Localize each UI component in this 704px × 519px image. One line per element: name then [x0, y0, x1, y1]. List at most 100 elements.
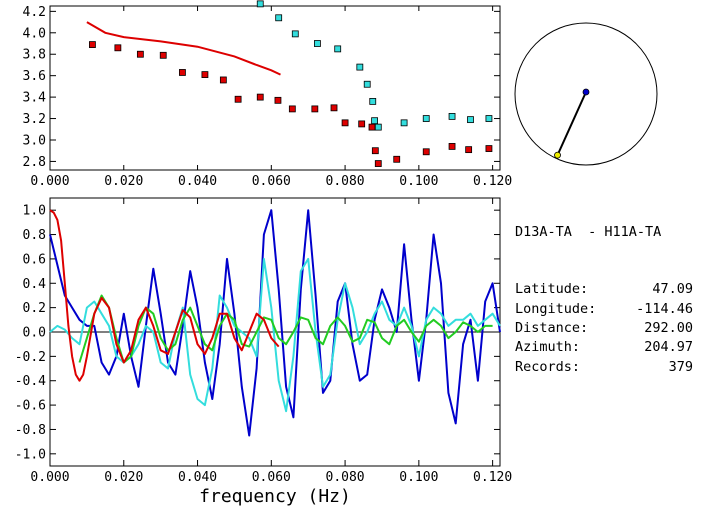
station-info-value: 47.09 — [652, 281, 693, 298]
cyan-point — [291, 30, 299, 38]
y-tick-label: -0.4 — [15, 374, 46, 389]
y-tick-label: 0.2 — [23, 301, 46, 316]
x-tick-label: 0.080 — [326, 470, 365, 485]
station-info-row: Latitude: 47.09 — [515, 280, 693, 299]
y-tick-label: 3.2 — [23, 112, 46, 127]
station-info: D13A-TA - H11A-TA Latitude: 47.09 Longitud… — [515, 184, 693, 396]
dispersion-frame — [49, 5, 501, 171]
y-tick-label: 0.0 — [23, 326, 46, 341]
y-tick-label: 3.8 — [23, 48, 46, 63]
x-tick-label: 0.080 — [326, 174, 365, 189]
station-info-label: Records: — [515, 358, 581, 375]
red-point — [159, 51, 167, 59]
y-tick-label: 0.6 — [23, 252, 46, 267]
x-tick-label: 0.040 — [178, 470, 217, 485]
station-info-label: Azimuth: — [515, 339, 581, 356]
red-point — [311, 105, 319, 113]
red-point — [330, 104, 338, 112]
cyan-series-line — [49, 257, 501, 413]
y-tick-label: -1.0 — [15, 447, 46, 462]
x-tick-label: 0.000 — [30, 470, 69, 485]
station-info-value: 292.00 — [644, 320, 693, 337]
station-center-dot — [582, 88, 590, 96]
coherency-ticks: 0.000 0.020 0.040 0.060 0.080 0.100 0.120 1.0 0.… — [15, 198, 512, 485]
station-info-row: Longitude: -114.46 — [515, 300, 693, 319]
station-info-value: 379 — [668, 358, 693, 375]
red-point — [341, 119, 349, 127]
red-curve — [86, 21, 281, 76]
y-tick-label: 3.6 — [23, 69, 46, 84]
cyan-point — [448, 113, 456, 120]
dispersion-marks — [86, 0, 493, 167]
x-axis-label: frequency (Hz) — [199, 486, 351, 507]
red-point — [465, 146, 473, 154]
map-inset — [514, 22, 658, 166]
cyan-point — [374, 123, 382, 131]
cyan-point — [334, 45, 342, 53]
station-info-row: Records: 379 — [515, 358, 693, 377]
x-tick-label: 0.060 — [252, 470, 291, 485]
cyan-point — [363, 80, 371, 88]
y-tick-label: 0.4 — [23, 277, 47, 292]
x-tick-label: 0.100 — [399, 470, 438, 485]
red-point — [371, 147, 379, 155]
y-tick-label: 3.0 — [23, 133, 46, 148]
station-pair-title: D13A-TA - H11A-TA — [515, 223, 662, 240]
y-tick-label: -0.2 — [15, 350, 46, 365]
station-info-label: Latitude: — [515, 281, 589, 298]
station-end-dot — [554, 151, 561, 159]
red-series-line — [49, 209, 280, 382]
station-info-value: 204.97 — [644, 339, 693, 356]
station-info-row: Distance: 292.00 — [515, 319, 693, 338]
dispersion-panel: 0.000 0.020 0.040 0.060 0.080 0.100 0.120 2.8 3.… — [23, 0, 513, 189]
dispersion-ticks: 0.000 0.020 0.040 0.060 0.080 0.100 0.120 2.8 3.… — [23, 5, 513, 189]
station-info-label: Distance: — [515, 320, 589, 337]
coherency-panel: 0.000 0.020 0.040 0.060 0.080 0.100 0.120 1.0 0.… — [15, 197, 512, 507]
y-tick-label: 4.0 — [23, 26, 46, 41]
station-info-label: Longitude: — [515, 300, 597, 317]
red-point — [179, 69, 186, 76]
y-tick-label: 4.2 — [23, 5, 46, 20]
blue-series-line — [49, 209, 501, 437]
cyan-point — [314, 40, 321, 47]
cyan-point — [256, 0, 264, 8]
red-point — [201, 71, 209, 79]
station-info-rows: Latitude: 47.09 Longitude: -114.46 Distance:… — [515, 280, 693, 376]
y-tick-label: 3.4 — [23, 91, 47, 106]
cyan-point — [422, 115, 430, 122]
red-point — [448, 143, 456, 150]
station-info-row: Azimuth: 204.97 — [515, 338, 693, 357]
x-tick-label: 0.020 — [104, 174, 143, 189]
cyan-point — [371, 117, 378, 125]
cyan-point — [369, 97, 377, 105]
cyan-point — [400, 119, 408, 127]
red-point — [288, 105, 296, 113]
map-circle — [514, 22, 658, 166]
cyan-point — [485, 115, 493, 122]
red-point — [393, 155, 401, 163]
x-tick-label: 0.100 — [399, 174, 438, 189]
y-tick-label: -0.8 — [15, 423, 46, 438]
red-point — [422, 148, 430, 156]
cyan-point — [275, 14, 283, 22]
y-tick-label: 1.0 — [23, 204, 46, 219]
red-point — [136, 50, 144, 58]
red-point — [114, 44, 122, 52]
great-circle-path — [556, 91, 587, 156]
station-info-value: -114.46 — [636, 300, 693, 317]
red-point — [256, 93, 264, 101]
red-point — [374, 160, 382, 167]
coherency-marks — [49, 209, 501, 437]
red-point — [485, 145, 493, 152]
y-tick-label: -0.6 — [15, 399, 46, 414]
red-point — [274, 96, 282, 104]
x-tick-label: 0.120 — [473, 174, 512, 189]
x-tick-label: 0.040 — [178, 174, 217, 189]
x-tick-label: 0.020 — [104, 470, 143, 485]
x-tick-label: 0.120 — [473, 470, 512, 485]
red-point — [358, 120, 366, 128]
red-point — [89, 41, 96, 48]
x-tick-label: 0.060 — [252, 174, 291, 189]
red-point — [219, 76, 227, 84]
